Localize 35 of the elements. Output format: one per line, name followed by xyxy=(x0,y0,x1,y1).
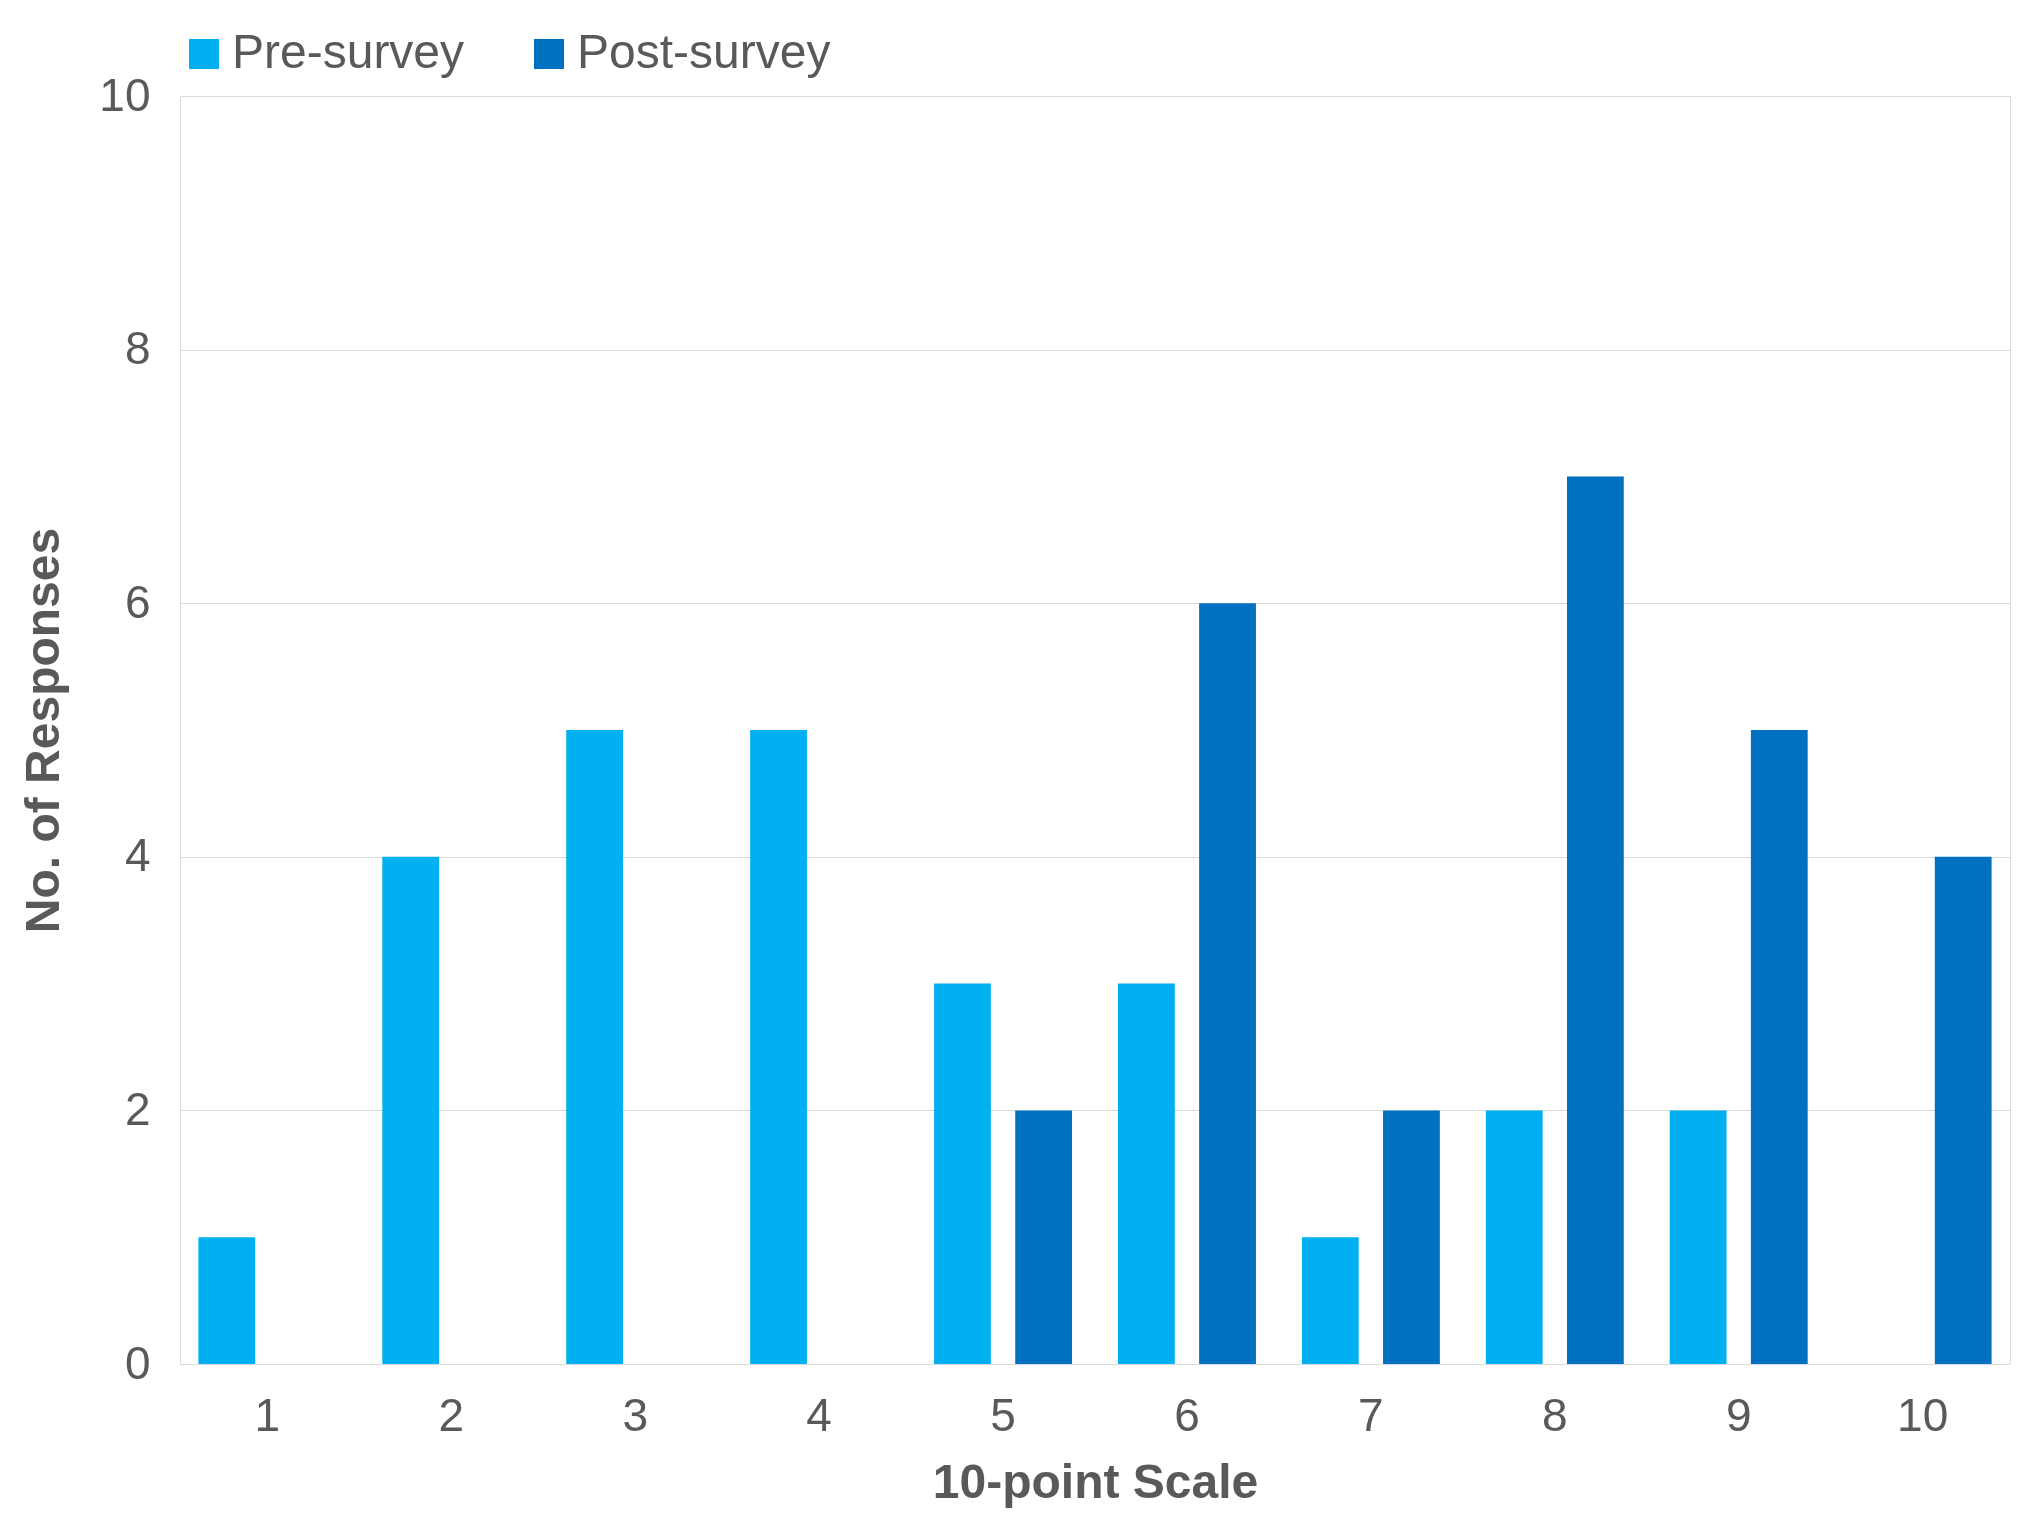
x-tick-label: 10 xyxy=(1897,1388,1949,1441)
x-axis-title: 10-point Scale xyxy=(932,1454,1259,1508)
x-tick-label: 2 xyxy=(438,1388,465,1441)
bar xyxy=(934,983,991,1364)
bar xyxy=(566,730,624,1364)
bar xyxy=(198,1237,256,1364)
y-axis-title: No. of Responses xyxy=(16,527,70,934)
bar xyxy=(1566,476,1624,1364)
bar xyxy=(1301,1237,1359,1364)
y-tick-label: 2 xyxy=(124,1082,151,1135)
x-tick-label: 1 xyxy=(254,1388,281,1441)
y-tick-label: 10 xyxy=(99,68,151,121)
bar xyxy=(382,856,440,1364)
x-tick-label: 5 xyxy=(990,1388,1016,1441)
y-tick-label: 8 xyxy=(124,322,151,375)
y-tick-label: 4 xyxy=(124,829,151,882)
bar xyxy=(1934,856,1992,1364)
bar xyxy=(1750,730,1808,1364)
x-tick-label: 9 xyxy=(1725,1388,1752,1441)
bar xyxy=(1669,1110,1727,1364)
y-tick-label: 0 xyxy=(124,1336,151,1389)
bar xyxy=(1117,983,1175,1364)
x-tick-label: 6 xyxy=(1174,1388,1200,1441)
x-tick-label: 4 xyxy=(806,1388,832,1441)
y-tick-label: 6 xyxy=(124,575,151,628)
bar xyxy=(750,730,807,1364)
x-tick-label: 3 xyxy=(622,1388,648,1441)
bar xyxy=(1015,1110,1073,1364)
bar xyxy=(1199,603,1256,1364)
bar xyxy=(1485,1110,1543,1364)
legend-label: Pre-survey xyxy=(232,25,465,78)
bar xyxy=(1383,1110,1440,1364)
legend-label: Post-survey xyxy=(577,25,831,78)
x-tick-label: 8 xyxy=(1542,1388,1568,1441)
x-tick-label: 7 xyxy=(1358,1388,1384,1441)
